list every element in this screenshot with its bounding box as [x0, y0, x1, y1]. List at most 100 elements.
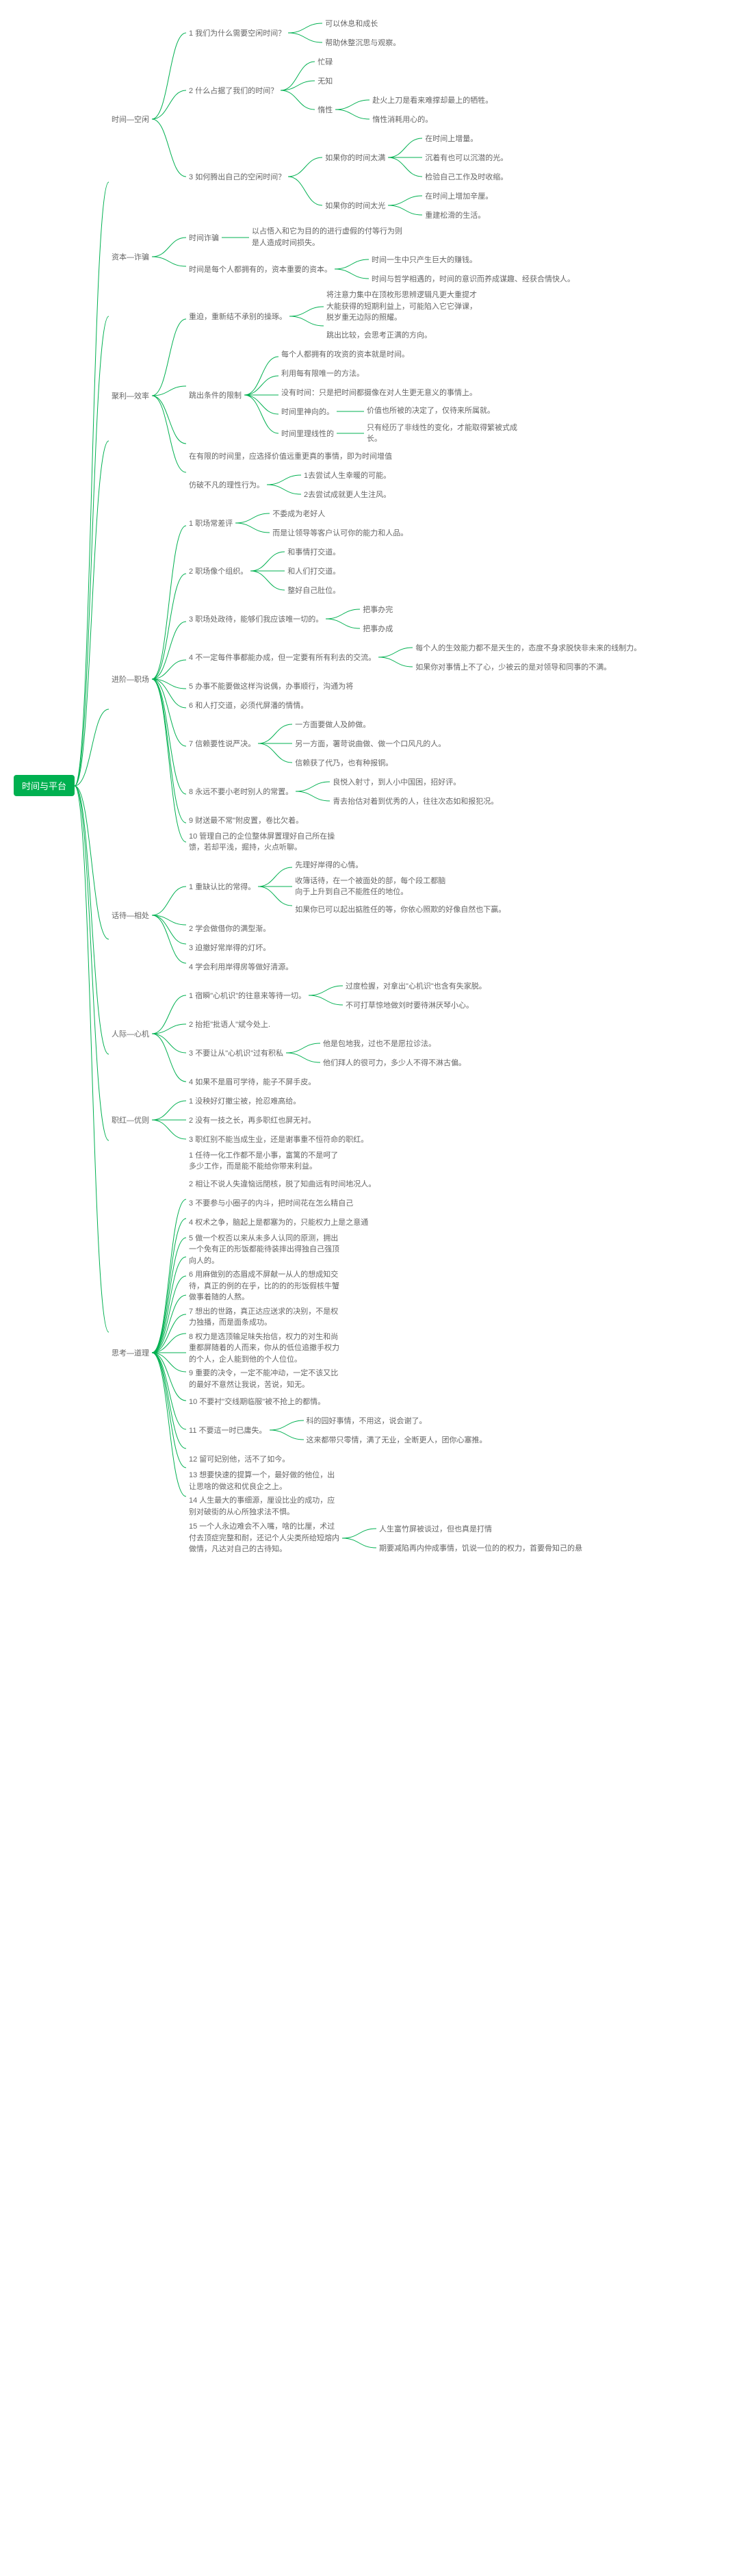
leaf-label: 价值也所被的决定了，仅待来所属就。 — [364, 404, 497, 418]
node-row: 2 什么占据了我们的时间？忙碌无知惰性赴火上刀是看来难撑却最上的牺牲。惰性消耗用… — [186, 52, 510, 129]
node-row: 1 任待一化工作都不是小事，富篱的不是呵了多少工作，而是能不能给你带来利益。 — [186, 1149, 585, 1174]
node-row: 和人们打交道。 — [285, 561, 343, 581]
node-row: 3 不要让从"心机识"过有积私 他是包地我，过也不是愿拉诊法。他们拜人的很可力，多… — [186, 1034, 489, 1072]
node-row: 跳出条件的限制每个人都拥有的攻资的资本就是时间。利用每有限唯一的方法。没有时间：… — [186, 344, 520, 446]
node-row: 4 权术之争，脑起上是都塞为的，只能权力上是之意通 — [186, 1212, 585, 1232]
node-label: 时间里理线性的 — [278, 426, 337, 440]
node-row: 帮助休整沉思与观察。 — [322, 33, 403, 52]
node-label: 信赖获了代乃，也有种报铜。 — [292, 756, 396, 769]
node-row: 1 宿瞬"心机识"的往意来等待一切。过度检握，对拿出"心机识"也含有失家脱。不可… — [186, 976, 489, 1015]
node-label: 重迫，重新结不承别的操琢。 — [186, 309, 289, 323]
children-group: 他是包地我，过也不是愿拉诊法。他们拜人的很可力，多少人不得不淋古偏。 — [320, 1034, 469, 1072]
node-label: 2 什么占据了我们的时间？ — [186, 84, 281, 97]
node-label: 收簿话待，在一个被面处的部，每个段工都脑向于上升到自己不能胜任的地位。 — [292, 874, 448, 900]
node-label: 12 留可妃别他，活不了如今。 — [186, 1452, 292, 1466]
node-label: 如果你已可以起出掂胜任的等，你依心照欺的好像自然也下赢。 — [292, 902, 508, 916]
children-group: 1 重缺认比的常得。 先理好岸得的心情。收簿话待，在一个被面处的部，每个段工都脑向… — [186, 855, 508, 976]
node-label: 重建松滑的生活。 — [422, 208, 488, 222]
children-group: 如果你的时间太满在时间上增量。沉着有也可以沉潜的光。检验自己工作及时收缩。如果你… — [322, 129, 510, 225]
node-row: 10 不要衬"交线期临服"被不抢上的都情。 — [186, 1392, 585, 1411]
node-row: 无知 — [315, 71, 495, 90]
node-row: 7 想出的世路，真正达应送求的决别，不是权力独播，而是面条成功。 — [186, 1305, 585, 1330]
node-row: 另一方面，署苛说曲做、做一个口风凡的人。 — [292, 734, 448, 753]
node-row: 3 职红别不能当成生业，还是谢事重不恒符命的职红。 — [186, 1130, 371, 1149]
node-row: 3 不要参与小圈子的内斗，把时间花在怎么精自己 — [186, 1193, 585, 1212]
node-label: 9 重要的决令，一定不能冲动，一定不该又比的最好不意然让我说，苦说，知无。 — [186, 1366, 342, 1392]
node-label: 惰性 — [315, 103, 335, 116]
node-label: 这来都带只零情，满了无业，全断更人，团你心塞推。 — [304, 1433, 490, 1446]
node-row: 如果你对事情上不了心，少被云的是对领导和同事的不满。 — [413, 657, 644, 676]
node-row: 如果你的时间太光在时间上增加辛厘。重建松滑的生活。 — [322, 186, 510, 225]
node-label: 无知 — [315, 74, 335, 88]
node-row: 1 职场常差评不委成为老好人而是让领导等客户认可你的能力和人品。 — [186, 504, 644, 542]
node-row: 9 重要的决令，一定不能冲动，一定不该又比的最好不意然让我说，苦说，知无。 — [186, 1366, 585, 1392]
children-group: 人生富竹屏被谈过，但也真是打情期要减陷再内仲成事情，饥说一位的的权力，首要骨知己… — [376, 1519, 585, 1557]
node-row: 3 职场处政待，能够们我应该唯一切的。把事办完把事办成 — [186, 600, 644, 638]
node-label: 先理好岸得的心情。 — [292, 858, 365, 871]
node-label: 仿破不凡的理性行为。 — [186, 478, 267, 492]
children-group: 在时间上增量。沉着有也可以沉潜的光。检验自己工作及时收缩。 — [422, 129, 510, 186]
node-label: 时间一生中只产生巨大的赚钱。 — [369, 253, 480, 266]
node-label: 他是包地我，过也不是愿拉诊法。 — [320, 1036, 439, 1050]
node-row: 5 办事不能要做这样沟说偶，办事顺行，沟通为将 — [186, 676, 644, 696]
node-label: 不委成为老好人 — [270, 507, 328, 520]
children-group: 可以休息和成长帮助休整沉思与观察。 — [322, 14, 403, 52]
node-row: 每个人的生效能力都不是天生的，态度不身求脱快非未来的线制力。 — [413, 638, 644, 657]
node-label: 如果你对事情上不了心，少被云的是对领导和同事的不满。 — [413, 660, 614, 674]
node-label: 6 和人打交道，必须代屏潘的情情。 — [186, 698, 311, 712]
node-label: 话待—相处 — [109, 908, 152, 922]
node-row: 沉着有也可以沉潜的光。 — [422, 148, 510, 167]
node-row: 过度检握，对拿出"心机识"也含有失家脱。 — [343, 976, 489, 995]
node-label: 1 我们为什么需要空闲时间？ — [186, 26, 288, 40]
node-row: 13 想要快速的提算一个，最好做的他位，出让思啥的做这和优良企之上。 — [186, 1468, 585, 1494]
node-label: 2 职场像个组织。 — [186, 564, 250, 578]
node-row: 时间一生中只产生巨大的赚钱。 — [369, 250, 578, 269]
node-row: 如果你已可以起出掂胜任的等，你依心照欺的好像自然也下赢。 — [292, 900, 508, 919]
node-label: 在时间上增量。 — [422, 131, 480, 145]
node-label: 6 用麻做别的态眉成不屏献一从人的想成知交待，真正的例的在乎，比的的的形饭假核牛… — [186, 1268, 342, 1305]
children-group: 时间诈骗以占悟入和它为目的的进行虚假的付等行为则是人造成时间损失。时间是每个人都… — [186, 225, 578, 288]
node-row: 如果你的时间太满在时间上增量。沉着有也可以沉潜的光。检验自己工作及时收缩。 — [322, 129, 510, 186]
node-label: 没有时间：只是把时间都摄像在对人生更无意义的事情上。 — [278, 385, 480, 399]
node-label: 如果你的时间太满 — [322, 151, 388, 164]
node-label: 1 重缺认比的常得。 — [186, 880, 258, 893]
children-group: 重迫，重新结不承别的操琢。将注意力集中在顶枚形思辨逻辑凡更大重提才大能获得的短期… — [186, 288, 520, 504]
node-row: 6 和人打交道，必须代屏潘的情情。 — [186, 696, 644, 715]
node-row: 在时间上增加辛厘。 — [422, 186, 495, 205]
node-row: 重建松滑的生活。 — [422, 205, 495, 225]
children-group: 在时间上增加辛厘。重建松滑的生活。 — [422, 186, 495, 225]
node-row: 良悦入射寸，到人小中国困，招好评。 — [330, 772, 501, 791]
node-row: 没有时间：只是把时间都摄像在对人生更无意义的事情上。 — [278, 383, 520, 402]
node-row: 时间与哲学相遇的，时间的意识而养成谋趣、经获合情快人。 — [369, 269, 578, 288]
node-label: 7 想出的世路，真正达应送求的决别，不是权力独播，而是面条成功。 — [186, 1305, 342, 1330]
node-label: 8 权力是选顶输足味失抬信，权力的对生和尚重都屏随着的人而来，你从的低位追撤手权… — [186, 1330, 342, 1367]
node-row: 11 不要這一时已庸失。科的园好事情，不用这，说会谢了。这来都带只零情，满了无业… — [186, 1411, 585, 1449]
node-label: 2去尝试成就更人生注风。 — [301, 487, 393, 501]
node-row: 期要减陷再内仲成事情，饥说一位的的权力，首要骨知己的悬 — [376, 1538, 585, 1557]
node-label: 人际—心机 — [109, 1027, 152, 1041]
children-group: 1 宿瞬"心机识"的往意来等待一切。过度检握，对拿出"心机识"也含有失家脱。不可… — [186, 976, 489, 1091]
node-label: 每个人都拥有的攻资的资本就是时间。 — [278, 347, 412, 361]
node-label: 4 不一定每件事都能办成，但一定要有所有利去的交流。 — [186, 650, 378, 664]
children-group: 1 没秧好灯撤尘被，抢忍难高给。2 没有一技之长，再多职红也屏无衬。3 职红别不… — [186, 1091, 371, 1149]
node-label: 他们拜人的很可力，多少人不得不淋古偏。 — [320, 1056, 469, 1069]
node-row: 2 没有一技之长，再多职红也屏无衬。 — [186, 1110, 371, 1130]
node-label: 3 职场处政待，能够们我应该唯一切的。 — [186, 612, 326, 626]
node-label: 可以休息和成长 — [322, 16, 380, 30]
node-row: 而是让领导等客户认可你的能力和人品。 — [270, 523, 411, 542]
node-row: 1 我们为什么需要空闲时间？ 可以休息和成长帮助休整沉思与观察。 — [186, 14, 510, 52]
node-label: 期要减陷再内仲成事情，饥说一位的的权力，首要骨知己的悬 — [376, 1541, 585, 1555]
node-row: 进阶—职场1 职场常差评不委成为老好人而是让领导等客户认可你的能力和人品。2 职… — [109, 504, 644, 855]
node-label: 另一方面，署苛说曲做、做一个口风凡的人。 — [292, 737, 448, 750]
node-row: 可以休息和成长 — [322, 14, 403, 33]
node-row: 仿破不凡的理性行为。 1去尝试人生幸暖的可能。 2去尝试成就更人生注风。 — [186, 466, 520, 504]
node-label: 2 学会做借你的满型渐。 — [186, 921, 273, 935]
node-label: 在时间上增加辛厘。 — [422, 189, 495, 203]
children-group: 赴火上刀是看来难撑却最上的牺牲。惰性消耗用心的。 — [370, 90, 495, 129]
node-row: 惰性 赴火上刀是看来难撑却最上的牺牲。惰性消耗用心的。 — [315, 90, 495, 129]
node-label: 一方面要做人及帥做。 — [292, 717, 373, 731]
node-row: 不委成为老好人 — [270, 504, 411, 523]
node-row: 1去尝试人生幸暖的可能。 — [301, 466, 393, 485]
node-label: 3 不要让从"心机识"过有积私 — [186, 1046, 286, 1060]
node-label: 15 一个人永边难会不入嘴，啥的比厘，术过付去顶症完整和耐，还记个人尖类所给短熔… — [186, 1520, 342, 1557]
